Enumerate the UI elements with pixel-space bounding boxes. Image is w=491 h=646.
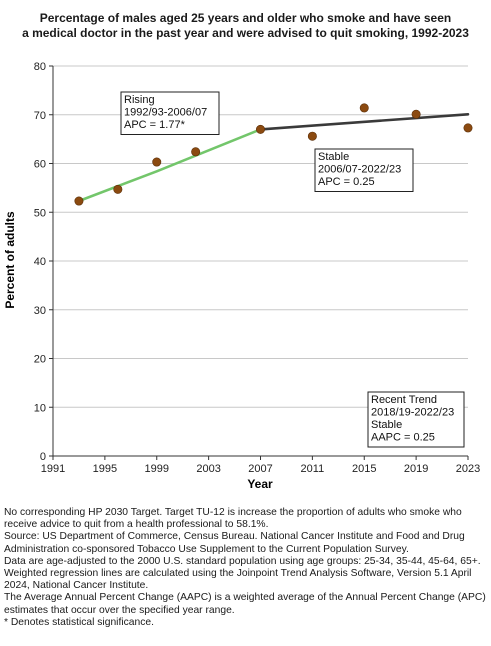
annotation-text: 2018/19-2022/23 xyxy=(371,407,454,419)
footnote-regression: Weighted regression lines are calculated… xyxy=(4,568,472,592)
annotation-text: 2006/07-2022/23 xyxy=(318,164,401,176)
chart-title-line-1: Percentage of males aged 25 years and ol… xyxy=(39,11,452,25)
footnote-age-adjusted: Data are age-adjusted to the 2000 U.S. s… xyxy=(4,555,481,567)
annotation-frame xyxy=(367,391,465,448)
annotation-frame xyxy=(314,148,414,192)
chart: 0 10 20 30 40 50 60 70 80 1991 1995 1999 2003 2007 201… xyxy=(3,61,480,491)
x-tick-label: 2019 xyxy=(404,463,428,475)
x-tick-label: 2023 xyxy=(456,463,480,475)
annotation-text: Recent Trend xyxy=(371,394,437,406)
trend-line-2 xyxy=(259,113,470,131)
footnote-significance: * Denotes statistical significance. xyxy=(4,616,154,628)
data-point xyxy=(255,124,265,134)
y-tick-label: 20 xyxy=(34,354,46,366)
footnote-aapc: The Average Annual Percent Change (AAPC)… xyxy=(4,592,486,616)
data-point xyxy=(152,157,162,167)
x-tick-label: 2015 xyxy=(352,463,376,475)
annotation-text: 1992/93-2006/07 xyxy=(124,107,207,119)
x-tick-label: 2011 xyxy=(301,463,325,475)
axes: 0 10 20 30 40 50 60 70 80 1991 1995 1999 2003 2007 201… xyxy=(34,61,480,475)
x-tick-label: 2003 xyxy=(196,463,220,475)
y-axis-label: Percent of adults xyxy=(3,211,17,309)
footnotes: No corresponding HP 2030 Target. Target … xyxy=(4,507,488,629)
annotation-frame xyxy=(120,91,220,135)
data-point xyxy=(307,131,317,141)
y-tick-label: 10 xyxy=(34,402,46,414)
x-tick-label: 2007 xyxy=(248,463,272,475)
annotation-text: Stable xyxy=(318,151,349,163)
data-points xyxy=(74,103,473,206)
annotation-text: APC = 1.77* xyxy=(124,119,186,131)
data-point xyxy=(191,147,201,157)
x-tick-label: 1999 xyxy=(145,463,169,475)
y-tick-label: 60 xyxy=(34,159,46,171)
data-point xyxy=(359,103,369,113)
x-axis-label: Year xyxy=(247,477,273,491)
y-tick-label: 30 xyxy=(34,305,46,317)
y-tick-label: 0 xyxy=(40,451,46,463)
data-point xyxy=(113,184,123,194)
chart-title-line-2: a medical doctor in the past year and we… xyxy=(22,26,469,40)
annotation-text: APC = 0.25 xyxy=(318,176,375,188)
y-tick-label: 50 xyxy=(34,207,46,219)
footnote-hp2030: No corresponding HP 2030 Target. Target … xyxy=(4,507,462,531)
data-point xyxy=(411,109,421,119)
x-tick-label: 1991 xyxy=(41,463,65,475)
y-tick-label: 40 xyxy=(34,256,46,268)
data-point xyxy=(463,123,473,133)
data-point xyxy=(74,196,84,206)
annotation-text: AAPC = 0.25 xyxy=(371,432,435,444)
footnote-source: Source: US Department of Commerce, Censu… xyxy=(4,531,465,555)
chart-title: Percentage of males aged 25 years and ol… xyxy=(0,11,491,41)
y-tick-label: 80 xyxy=(34,61,46,73)
trend-lines xyxy=(77,113,470,203)
annotation-text: Rising xyxy=(124,94,155,106)
trend-line-1 xyxy=(77,128,262,203)
annotation-text: Stable xyxy=(371,419,402,431)
y-tick-label: 70 xyxy=(34,110,46,122)
x-tick-label: 1995 xyxy=(93,463,117,475)
grid-lines xyxy=(53,65,468,408)
